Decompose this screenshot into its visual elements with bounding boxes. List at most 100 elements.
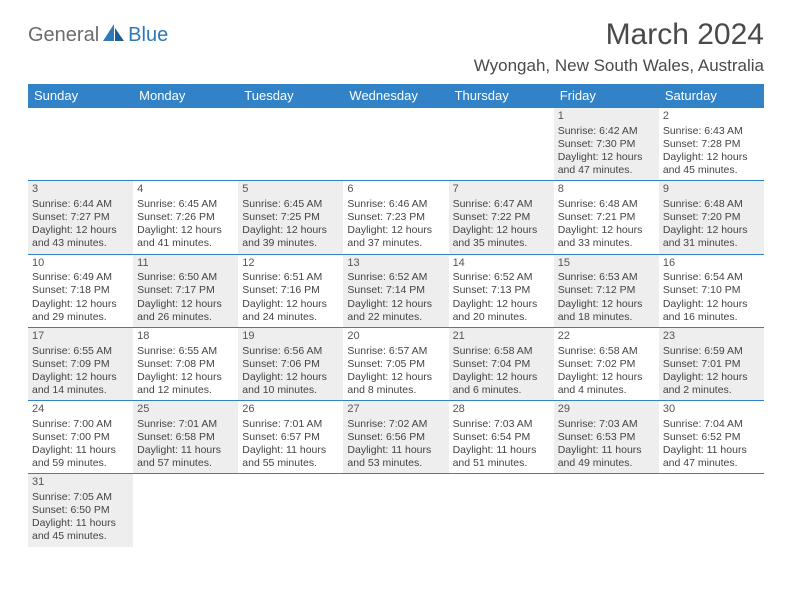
cell-daylight1: Daylight: 12 hours: [453, 224, 550, 237]
cell-daylight2: and 10 minutes.: [242, 384, 339, 397]
cell-daylight2: and 2 minutes.: [663, 384, 760, 397]
week-row: 24Sunrise: 7:00 AMSunset: 7:00 PMDayligh…: [28, 401, 764, 474]
cell-sunset: Sunset: 7:04 PM: [453, 358, 550, 371]
cell-sunrise: Sunrise: 6:48 AM: [558, 198, 655, 211]
cell-sunrise: Sunrise: 6:47 AM: [453, 198, 550, 211]
day-header: Thursday: [449, 84, 554, 108]
cell-daylight2: and 26 minutes.: [137, 311, 234, 324]
cell-sunset: Sunset: 7:12 PM: [558, 284, 655, 297]
cell-daylight2: and 47 minutes.: [558, 164, 655, 177]
calendar-cell-empty: [133, 474, 238, 546]
cell-sunset: Sunset: 6:54 PM: [453, 431, 550, 444]
cell-sunrise: Sunrise: 6:57 AM: [347, 345, 444, 358]
calendar-cell: 14Sunrise: 6:52 AMSunset: 7:13 PMDayligh…: [449, 255, 554, 327]
cell-daylight1: Daylight: 11 hours: [558, 444, 655, 457]
calendar-cell: 22Sunrise: 6:58 AMSunset: 7:02 PMDayligh…: [554, 328, 659, 400]
cell-daylight1: Daylight: 12 hours: [453, 298, 550, 311]
cell-sunrise: Sunrise: 6:55 AM: [137, 345, 234, 358]
cell-sunset: Sunset: 7:08 PM: [137, 358, 234, 371]
cell-daylight2: and 8 minutes.: [347, 384, 444, 397]
calendar: SundayMondayTuesdayWednesdayThursdayFrid…: [28, 84, 764, 547]
cell-sunset: Sunset: 6:57 PM: [242, 431, 339, 444]
day-header: Monday: [133, 84, 238, 108]
cell-sunrise: Sunrise: 7:00 AM: [32, 418, 129, 431]
cell-sunset: Sunset: 7:30 PM: [558, 138, 655, 151]
cell-sunrise: Sunrise: 7:01 AM: [137, 418, 234, 431]
calendar-cell-empty: [449, 474, 554, 546]
cell-daylight2: and 51 minutes.: [453, 457, 550, 470]
cell-sunrise: Sunrise: 7:02 AM: [347, 418, 444, 431]
cell-daylight2: and 55 minutes.: [242, 457, 339, 470]
cell-daylight2: and 53 minutes.: [347, 457, 444, 470]
cell-daylight2: and 49 minutes.: [558, 457, 655, 470]
day-number: 23: [663, 330, 760, 344]
cell-daylight2: and 57 minutes.: [137, 457, 234, 470]
cell-daylight1: Daylight: 11 hours: [32, 444, 129, 457]
cell-sunrise: Sunrise: 6:53 AM: [558, 271, 655, 284]
calendar-cell: 10Sunrise: 6:49 AMSunset: 7:18 PMDayligh…: [28, 255, 133, 327]
cell-daylight2: and 45 minutes.: [32, 530, 129, 543]
day-number: 4: [137, 183, 234, 197]
cell-sunrise: Sunrise: 6:42 AM: [558, 125, 655, 138]
cell-sunrise: Sunrise: 7:03 AM: [453, 418, 550, 431]
cell-sunset: Sunset: 7:09 PM: [32, 358, 129, 371]
cell-daylight2: and 39 minutes.: [242, 237, 339, 250]
day-number: 5: [242, 183, 339, 197]
week-row: 1Sunrise: 6:42 AMSunset: 7:30 PMDaylight…: [28, 108, 764, 181]
calendar-cell: 17Sunrise: 6:55 AMSunset: 7:09 PMDayligh…: [28, 328, 133, 400]
cell-daylight1: Daylight: 11 hours: [137, 444, 234, 457]
day-number: 2: [663, 110, 760, 124]
calendar-cell: 31Sunrise: 7:05 AMSunset: 6:50 PMDayligh…: [28, 474, 133, 546]
title-block: March 2024 Wyongah, New South Wales, Aus…: [474, 18, 764, 76]
day-number: 16: [663, 257, 760, 271]
cell-daylight1: Daylight: 12 hours: [558, 371, 655, 384]
cell-daylight1: Daylight: 11 hours: [32, 517, 129, 530]
cell-daylight1: Daylight: 12 hours: [137, 298, 234, 311]
calendar-cell: 8Sunrise: 6:48 AMSunset: 7:21 PMDaylight…: [554, 181, 659, 253]
calendar-cell: 18Sunrise: 6:55 AMSunset: 7:08 PMDayligh…: [133, 328, 238, 400]
cell-sunrise: Sunrise: 6:54 AM: [663, 271, 760, 284]
day-number: 22: [558, 330, 655, 344]
cell-daylight1: Daylight: 12 hours: [663, 151, 760, 164]
day-number: 13: [347, 257, 444, 271]
day-number: 20: [347, 330, 444, 344]
calendar-cell: 12Sunrise: 6:51 AMSunset: 7:16 PMDayligh…: [238, 255, 343, 327]
day-number: 27: [347, 403, 444, 417]
calendar-cell-empty: [659, 474, 764, 546]
cell-sunrise: Sunrise: 7:03 AM: [558, 418, 655, 431]
week-row: 17Sunrise: 6:55 AMSunset: 7:09 PMDayligh…: [28, 328, 764, 401]
calendar-cell: 21Sunrise: 6:58 AMSunset: 7:04 PMDayligh…: [449, 328, 554, 400]
calendar-cell: 1Sunrise: 6:42 AMSunset: 7:30 PMDaylight…: [554, 108, 659, 180]
calendar-cell: 26Sunrise: 7:01 AMSunset: 6:57 PMDayligh…: [238, 401, 343, 473]
calendar-cell: 11Sunrise: 6:50 AMSunset: 7:17 PMDayligh…: [133, 255, 238, 327]
cell-daylight2: and 47 minutes.: [663, 457, 760, 470]
logo: General Blue: [28, 24, 168, 47]
cell-sunset: Sunset: 7:10 PM: [663, 284, 760, 297]
calendar-cell: 20Sunrise: 6:57 AMSunset: 7:05 PMDayligh…: [343, 328, 448, 400]
cell-daylight1: Daylight: 12 hours: [242, 224, 339, 237]
day-number: 8: [558, 183, 655, 197]
cell-daylight1: Daylight: 12 hours: [347, 298, 444, 311]
calendar-cell: 25Sunrise: 7:01 AMSunset: 6:58 PMDayligh…: [133, 401, 238, 473]
week-row: 3Sunrise: 6:44 AMSunset: 7:27 PMDaylight…: [28, 181, 764, 254]
cell-sunset: Sunset: 7:01 PM: [663, 358, 760, 371]
cell-sunrise: Sunrise: 6:59 AM: [663, 345, 760, 358]
day-number: 18: [137, 330, 234, 344]
cell-daylight1: Daylight: 11 hours: [347, 444, 444, 457]
cell-sunset: Sunset: 7:06 PM: [242, 358, 339, 371]
cell-sunrise: Sunrise: 6:43 AM: [663, 125, 760, 138]
cell-daylight1: Daylight: 12 hours: [137, 224, 234, 237]
calendar-cell: 23Sunrise: 6:59 AMSunset: 7:01 PMDayligh…: [659, 328, 764, 400]
logo-text-general: General: [28, 24, 99, 47]
cell-sunset: Sunset: 7:00 PM: [32, 431, 129, 444]
calendar-cell: 3Sunrise: 6:44 AMSunset: 7:27 PMDaylight…: [28, 181, 133, 253]
cell-daylight2: and 24 minutes.: [242, 311, 339, 324]
cell-sunset: Sunset: 7:21 PM: [558, 211, 655, 224]
day-number: 25: [137, 403, 234, 417]
cell-daylight2: and 18 minutes.: [558, 311, 655, 324]
cell-sunrise: Sunrise: 6:46 AM: [347, 198, 444, 211]
calendar-cell: 30Sunrise: 7:04 AMSunset: 6:52 PMDayligh…: [659, 401, 764, 473]
calendar-cell: 9Sunrise: 6:48 AMSunset: 7:20 PMDaylight…: [659, 181, 764, 253]
day-number: 6: [347, 183, 444, 197]
cell-daylight2: and 22 minutes.: [347, 311, 444, 324]
